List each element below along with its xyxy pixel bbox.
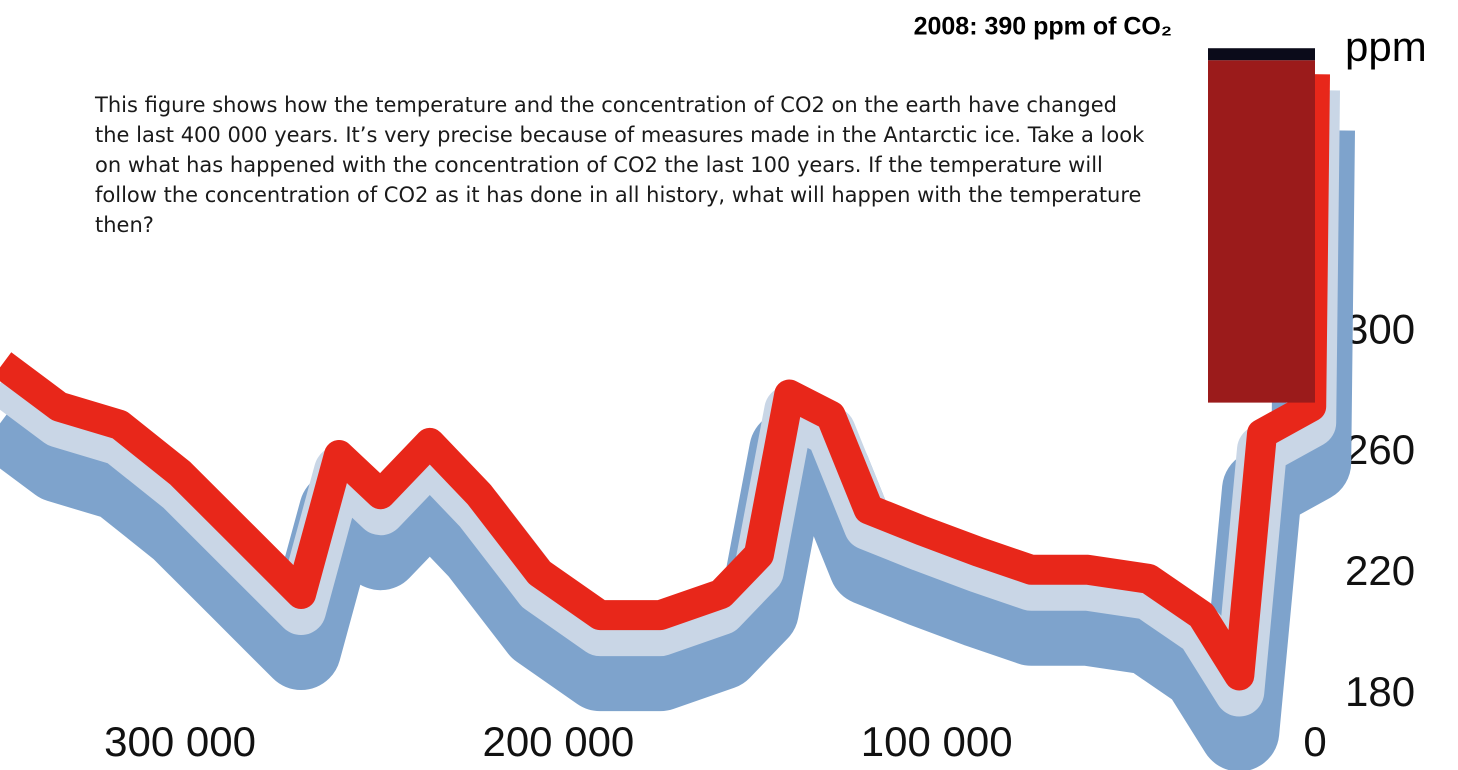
y-tick-label: 300	[1345, 305, 1415, 352]
y-tick-label: 220	[1345, 547, 1415, 594]
y-axis-label: ppm	[1345, 23, 1427, 70]
description: This figure shows how the temperature an…	[95, 90, 1155, 240]
x-tick-label: 300 000	[104, 718, 256, 765]
x-tick-label: 100 000	[861, 718, 1013, 765]
co2-now-cap	[1208, 48, 1315, 60]
annotation: 2008: 390 ppm of CO₂	[914, 13, 1172, 41]
x-tick-label: 0	[1303, 718, 1326, 765]
co2-now-bar	[1208, 60, 1315, 402]
x-tick-label: 200 000	[482, 718, 634, 765]
y-tick-label: 260	[1345, 426, 1415, 473]
page: 2008: 390 ppm of CO₂ ppm 180 220 260 300 300…	[0, 0, 1458, 770]
y-tick-label: 180	[1345, 668, 1415, 715]
